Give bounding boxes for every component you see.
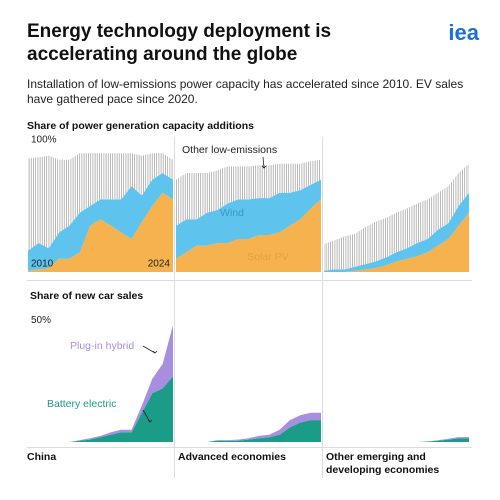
area — [324, 192, 469, 272]
series-label: Plug-in hybrid — [70, 340, 134, 352]
annotation-arrowhead — [147, 419, 153, 423]
area — [176, 420, 321, 442]
x-tick-label: 2010 — [31, 259, 54, 270]
panel-grid — [27, 137, 472, 478]
area — [28, 376, 173, 442]
annotation-arrow — [262, 156, 265, 169]
series-label: Wind — [220, 207, 244, 219]
area — [324, 163, 469, 271]
annotation-arrowhead — [261, 165, 267, 169]
logo: iea — [448, 20, 479, 45]
series-label: Battery electric — [47, 398, 116, 410]
subtitle: Installation of low-emissions power capa… — [27, 77, 464, 106]
y-tick-label: 100% — [31, 135, 57, 146]
area — [176, 199, 321, 272]
region-label: Other emerging and developing economies — [326, 451, 440, 476]
area — [28, 153, 173, 251]
y-tick-label: 50% — [31, 315, 51, 326]
area — [176, 412, 321, 442]
area — [324, 212, 469, 272]
annotation-arrow — [142, 409, 151, 423]
chart-title: Share of new car sales — [30, 290, 143, 302]
chart-title: Share of power generation capacity addit… — [27, 120, 254, 132]
annotation-arrow — [142, 345, 156, 354]
area — [176, 179, 321, 259]
area — [28, 192, 173, 272]
series-label: Other low-emissions — [182, 144, 277, 156]
area — [324, 438, 469, 442]
x-tick-label: 2024 — [148, 259, 171, 270]
area — [28, 173, 173, 271]
title: Energy technology deployment is accelera… — [27, 21, 332, 65]
annotation-arrowhead — [152, 350, 158, 354]
region-label: Advanced economies — [178, 451, 286, 463]
area — [176, 159, 321, 226]
series-label: Solar PV — [247, 251, 288, 263]
region-label: China — [27, 451, 57, 463]
